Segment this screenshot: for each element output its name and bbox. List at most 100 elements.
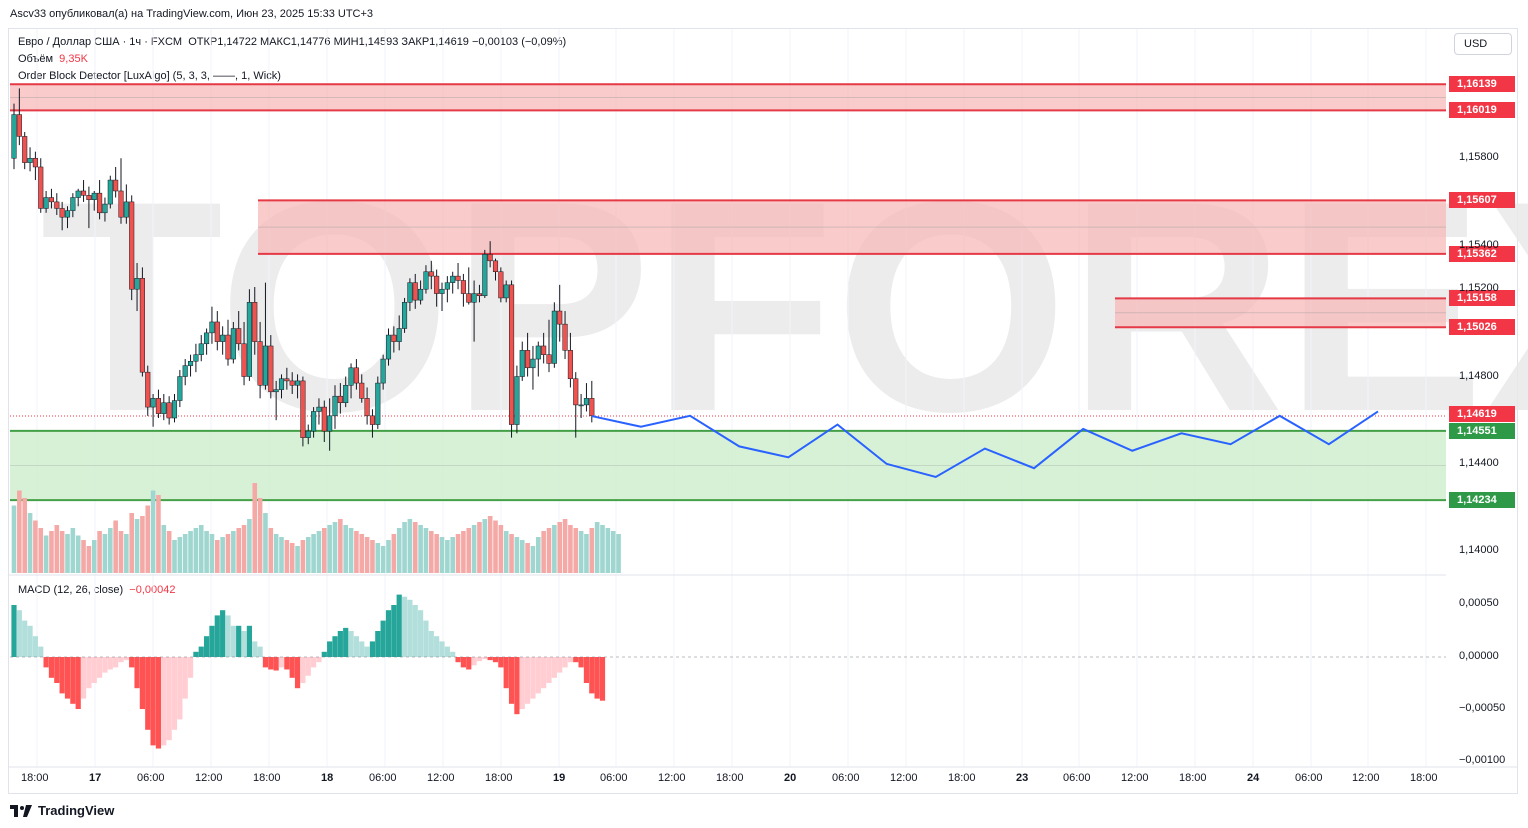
time-tick-label: 18:00 bbox=[948, 772, 976, 784]
candle-body bbox=[332, 395, 338, 417]
candle-body bbox=[75, 190, 81, 198]
volume-bar bbox=[370, 540, 375, 573]
price-tick-label: 1,14800 bbox=[1459, 369, 1499, 382]
volume-bar bbox=[231, 531, 236, 573]
candle-body bbox=[492, 260, 499, 272]
macd-bar bbox=[177, 657, 183, 720]
volume-bar bbox=[113, 520, 118, 573]
volume-bar bbox=[75, 535, 81, 573]
volume-bar bbox=[70, 528, 76, 573]
candle-body bbox=[11, 114, 17, 159]
volume-bar bbox=[263, 513, 268, 573]
macd-bar bbox=[471, 657, 477, 666]
volume-bar bbox=[97, 531, 102, 573]
volume-bar bbox=[439, 537, 445, 573]
volume-label[interactable]: Объём bbox=[18, 53, 54, 65]
candle-body bbox=[364, 398, 370, 417]
time-tick-label: 06:00 bbox=[369, 772, 397, 784]
candle-body bbox=[369, 415, 375, 425]
macd-bar bbox=[401, 596, 408, 657]
indicator-legend[interactable]: Order Block Detector [LuxAlgo] (5, 3, 3,… bbox=[18, 69, 281, 83]
price-tag: 1,15362 bbox=[1449, 245, 1515, 262]
tradingview-brand[interactable]: TradingView bbox=[10, 803, 114, 818]
candle-body bbox=[396, 328, 402, 342]
volume-bar bbox=[327, 525, 332, 573]
candle-body bbox=[295, 380, 301, 386]
candle-body bbox=[177, 376, 183, 401]
macd-bar bbox=[337, 631, 343, 657]
candle-body bbox=[161, 402, 167, 414]
macd-bar bbox=[241, 631, 247, 657]
volume-bar bbox=[54, 525, 60, 573]
macd-bar bbox=[434, 636, 440, 657]
macd-bar bbox=[155, 657, 162, 749]
candle-body bbox=[150, 398, 156, 408]
candle-body bbox=[562, 323, 568, 351]
candle-body bbox=[402, 302, 408, 329]
macd-bar bbox=[343, 627, 349, 657]
symbol-legend: Евро / Доллар США · 1ч · FXCM ОТКР1,1472… bbox=[18, 35, 566, 49]
macd-bar bbox=[70, 657, 76, 704]
candle-body bbox=[353, 367, 359, 384]
macd-legend: MACD (12, 26, close) −0,00042 bbox=[18, 583, 175, 597]
time-tick-label: 06:00 bbox=[600, 772, 628, 784]
volume-bar bbox=[482, 519, 488, 573]
volume-bar bbox=[412, 522, 418, 573]
volume-value: 9,35K bbox=[59, 53, 88, 65]
macd-bar bbox=[161, 657, 167, 746]
candle-body bbox=[86, 195, 92, 200]
macd-bar bbox=[546, 657, 552, 683]
macd-bar bbox=[273, 657, 279, 671]
macd-bar bbox=[214, 615, 220, 657]
candle-body bbox=[567, 350, 573, 379]
candle-body bbox=[123, 201, 129, 218]
candle-body bbox=[316, 406, 322, 412]
volume-bar bbox=[509, 534, 514, 573]
candle-body bbox=[91, 192, 97, 200]
volume-bar bbox=[343, 525, 348, 573]
macd-bar bbox=[48, 657, 55, 678]
volume-bar bbox=[188, 531, 193, 573]
macd-label[interactable]: MACD (12, 26, close) bbox=[18, 584, 124, 596]
macd-bar bbox=[113, 657, 119, 668]
macd-bar bbox=[43, 657, 49, 668]
macd-bar bbox=[375, 631, 381, 657]
candle-body bbox=[434, 275, 440, 294]
candle-body bbox=[252, 302, 258, 342]
candle-body bbox=[535, 345, 541, 360]
currency-button[interactable]: USD bbox=[1454, 33, 1512, 55]
time-tick-label: 18:00 bbox=[21, 772, 49, 784]
volume-bar bbox=[354, 531, 359, 573]
macd-bar bbox=[289, 657, 295, 678]
time-tick-label: 12:00 bbox=[1352, 772, 1380, 784]
macd-value: −0,00042 bbox=[129, 584, 176, 596]
volume-bar bbox=[396, 528, 402, 573]
candle-body bbox=[134, 278, 140, 290]
macd-bar bbox=[225, 615, 231, 657]
candle-body bbox=[321, 406, 327, 432]
macd-bar bbox=[204, 636, 210, 657]
macd-bar bbox=[455, 657, 461, 663]
candle-body bbox=[81, 190, 87, 196]
candle-body bbox=[241, 343, 247, 377]
macd-bar bbox=[198, 646, 204, 657]
candle-body bbox=[246, 302, 252, 377]
volume-bar bbox=[38, 528, 44, 573]
candle-body bbox=[305, 430, 311, 438]
time-tick-label: 18:00 bbox=[485, 772, 513, 784]
volume-bar bbox=[429, 531, 434, 573]
candle-body bbox=[166, 402, 172, 419]
price-tick-label: 1,15200 bbox=[1459, 282, 1499, 295]
macd-bar bbox=[187, 657, 194, 678]
macd-bar bbox=[503, 657, 509, 689]
candle-body bbox=[541, 345, 547, 355]
symbol-line[interactable]: Евро / Доллар США · 1ч · FXCM bbox=[18, 36, 183, 48]
candle-body bbox=[59, 208, 65, 218]
volume-bar bbox=[193, 528, 199, 573]
volume-bar bbox=[423, 528, 429, 573]
volume-bar bbox=[124, 534, 129, 573]
candle-body bbox=[428, 271, 434, 277]
volume-bar bbox=[300, 540, 306, 573]
candle-body bbox=[139, 278, 145, 373]
